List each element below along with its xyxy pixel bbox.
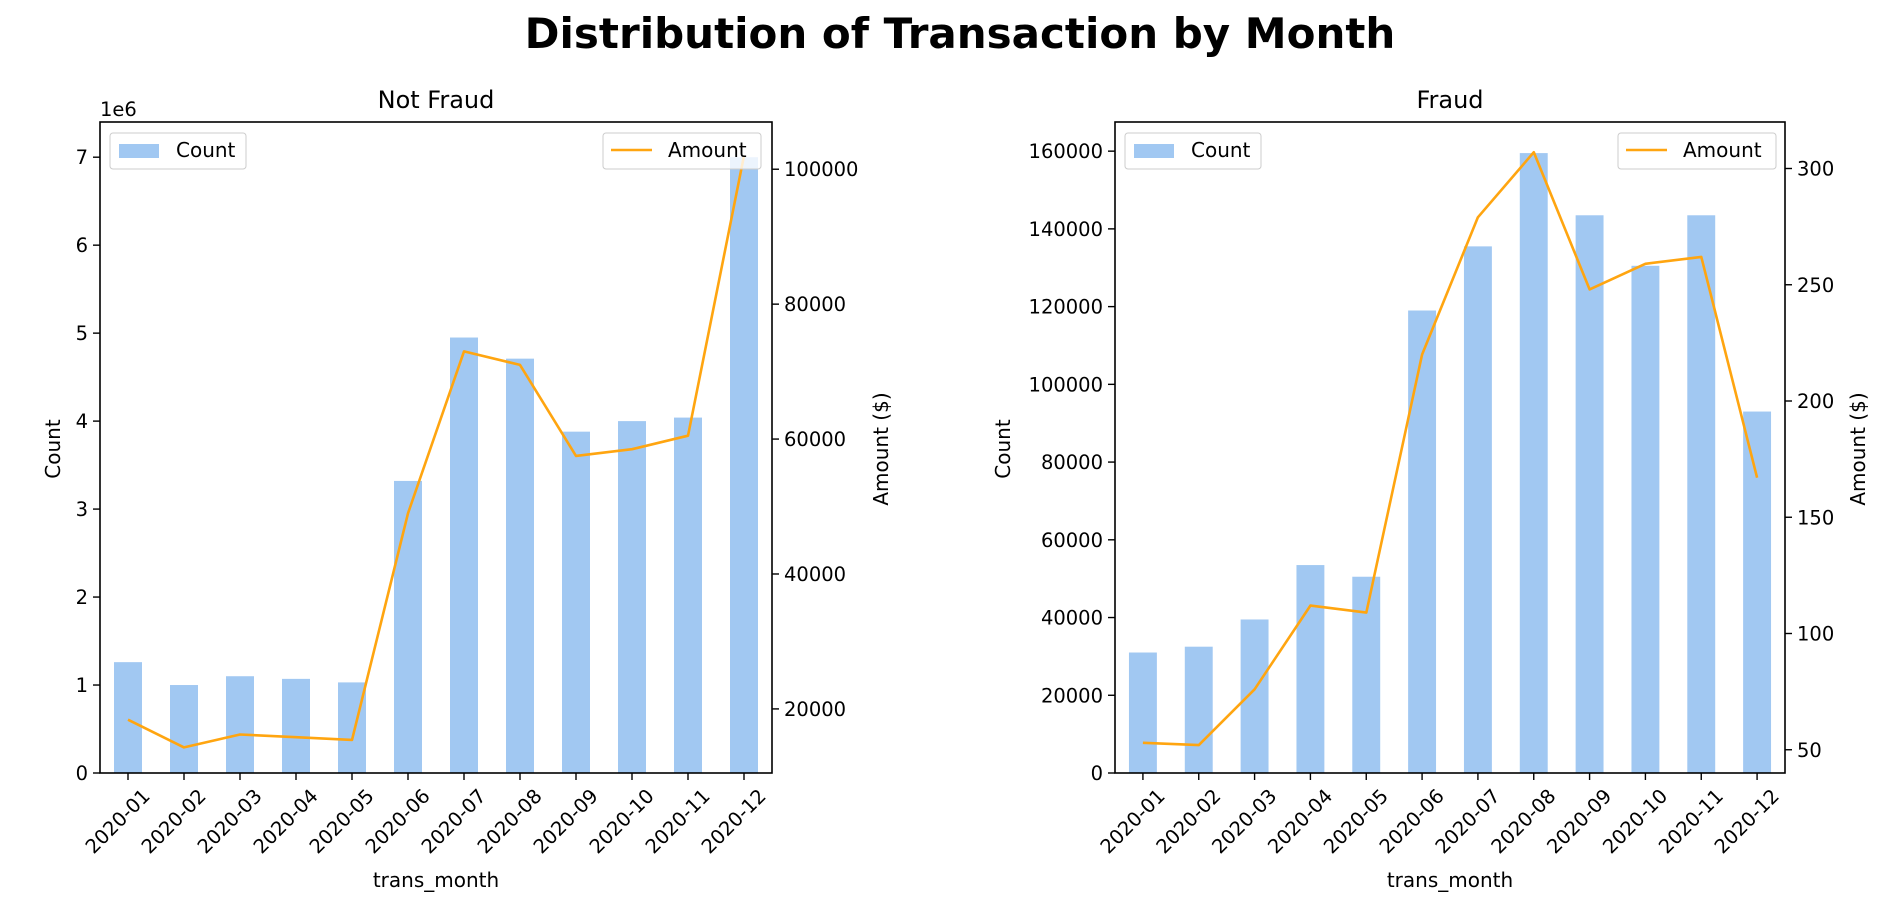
y-tick-label: 2 [76,586,88,609]
y-tick-label: 120000 [1029,296,1103,319]
y-axis-right: 20000 40000 60000 80000 100000 [772,158,858,721]
y-tick-label: 5 [76,322,88,345]
y-tick-label: 0 [1091,762,1103,785]
legend-amount-box [602,132,762,170]
bar-2020-03 [1240,619,1269,773]
y-tick-label: 1 [76,674,88,697]
legend-count-label: Count [1191,138,1251,162]
y-tick-label: 4 [76,410,88,433]
panel-fraud: Fraud 0 20000 40000 60000 80000 100000 120000 1… [991,86,1870,892]
figure-suptitle: Distribution of Transaction by Month [525,9,1396,58]
x-axis-label: trans_month [373,868,499,892]
bar-2020-04 [1296,565,1325,773]
y2-tick-label: 100 [1797,623,1834,646]
bar-2020-08 [1519,153,1548,774]
bar-2020-04 [282,678,310,773]
y-axis-right: 50 100 150 200 250 300 [1785,158,1834,762]
y2-axis-label: Amount ($) [1846,392,1870,505]
y2-tick-label: 250 [1797,274,1834,297]
legend-amount: Amount [1617,132,1777,170]
plot-frame [99,121,773,774]
amount-line [127,155,746,749]
y-axis-left: 0 1 2 3 4 5 6 7 [76,146,100,785]
y-offset-label: 1e6 [100,98,137,121]
line-series [1142,150,1759,747]
legend-amount-label: Amount [1683,138,1762,162]
y-axis-left: 0 20000 40000 60000 80000 100000 120000 140000 1… [1029,140,1115,785]
y-axis-label: Count [41,419,65,479]
y2-tick-label: 40000 [784,563,846,586]
bar-2020-10 [618,421,646,773]
bar-2020-12 [1743,411,1772,773]
y2-tick-label: 50 [1797,739,1822,762]
amount-line [1142,150,1759,747]
plot-frame [1114,121,1786,774]
legend-count-label: Count [176,138,236,162]
bar-2020-10 [1631,265,1660,773]
bar-2020-09 [1575,215,1604,774]
legend-amount-label: Amount [668,138,747,162]
y-tick-label: 3 [76,498,88,521]
bar-2020-02 [170,685,198,773]
panel-title: Not Fraud [378,86,495,114]
x-axis-label: trans_month [1387,868,1513,892]
y2-tick-label: 300 [1797,158,1834,181]
bar-2020-07 [450,337,478,773]
y2-tick-label: 100000 [784,158,858,181]
y-tick-label: 80000 [1041,451,1103,474]
bar-series [1128,153,1772,774]
y2-tick-label: 80000 [784,293,846,316]
bar-2020-12 [730,157,758,773]
bar-series [114,157,758,773]
y-axis-label: Count [991,419,1015,479]
x-axis: 2020-012020-022020-032020-042020-052020-… [81,773,771,858]
bar-2020-08 [506,358,534,773]
legend-count-swatch [1134,144,1174,158]
y-tick-label: 60000 [1041,529,1103,552]
legend-count-swatch [119,144,159,158]
bar-2020-01 [114,662,142,773]
bar-2020-09 [562,431,590,773]
y-tick-label: 6 [76,234,88,257]
bar-2020-11 [674,417,702,773]
x-axis: 2020-012020-022020-032020-042020-052020-… [1096,773,1784,858]
bar-2020-02 [1184,646,1213,773]
panel-not-fraud: Not Fraud 0 1 2 3 4 5 6 7 20000 40000 60000 80000 1… [41,86,893,892]
bar-2020-03 [226,676,254,773]
bar-2020-05 [1352,576,1381,773]
y-tick-label: 0 [76,762,88,785]
line-series [127,155,746,749]
bar-2020-06 [394,480,422,773]
bar-2020-07 [1463,246,1492,774]
y-tick-label: 20000 [1041,684,1103,707]
y2-tick-label: 150 [1797,506,1834,529]
y2-tick-label: 20000 [784,698,846,721]
bar-2020-06 [1408,310,1437,773]
bar-2020-11 [1687,215,1716,774]
legend-count-box [109,132,247,170]
legend-amount: Amount [602,132,762,170]
y-tick-label: 100000 [1029,373,1103,396]
y-tick-label: 40000 [1041,607,1103,630]
y-tick-label: 140000 [1029,218,1103,241]
legend-count-box [1124,132,1262,170]
y2-axis-label: Amount ($) [869,392,893,505]
legend-amount-box [1617,132,1777,170]
bar-2020-01 [1128,652,1157,773]
legend-count: Count [1124,132,1262,170]
y-tick-label: 160000 [1029,140,1103,163]
y2-tick-label: 200 [1797,390,1834,413]
y-tick-label: 7 [76,146,88,169]
legend-count: Count [109,132,247,170]
panel-title: Fraud [1416,86,1483,114]
y2-tick-label: 60000 [784,428,846,451]
